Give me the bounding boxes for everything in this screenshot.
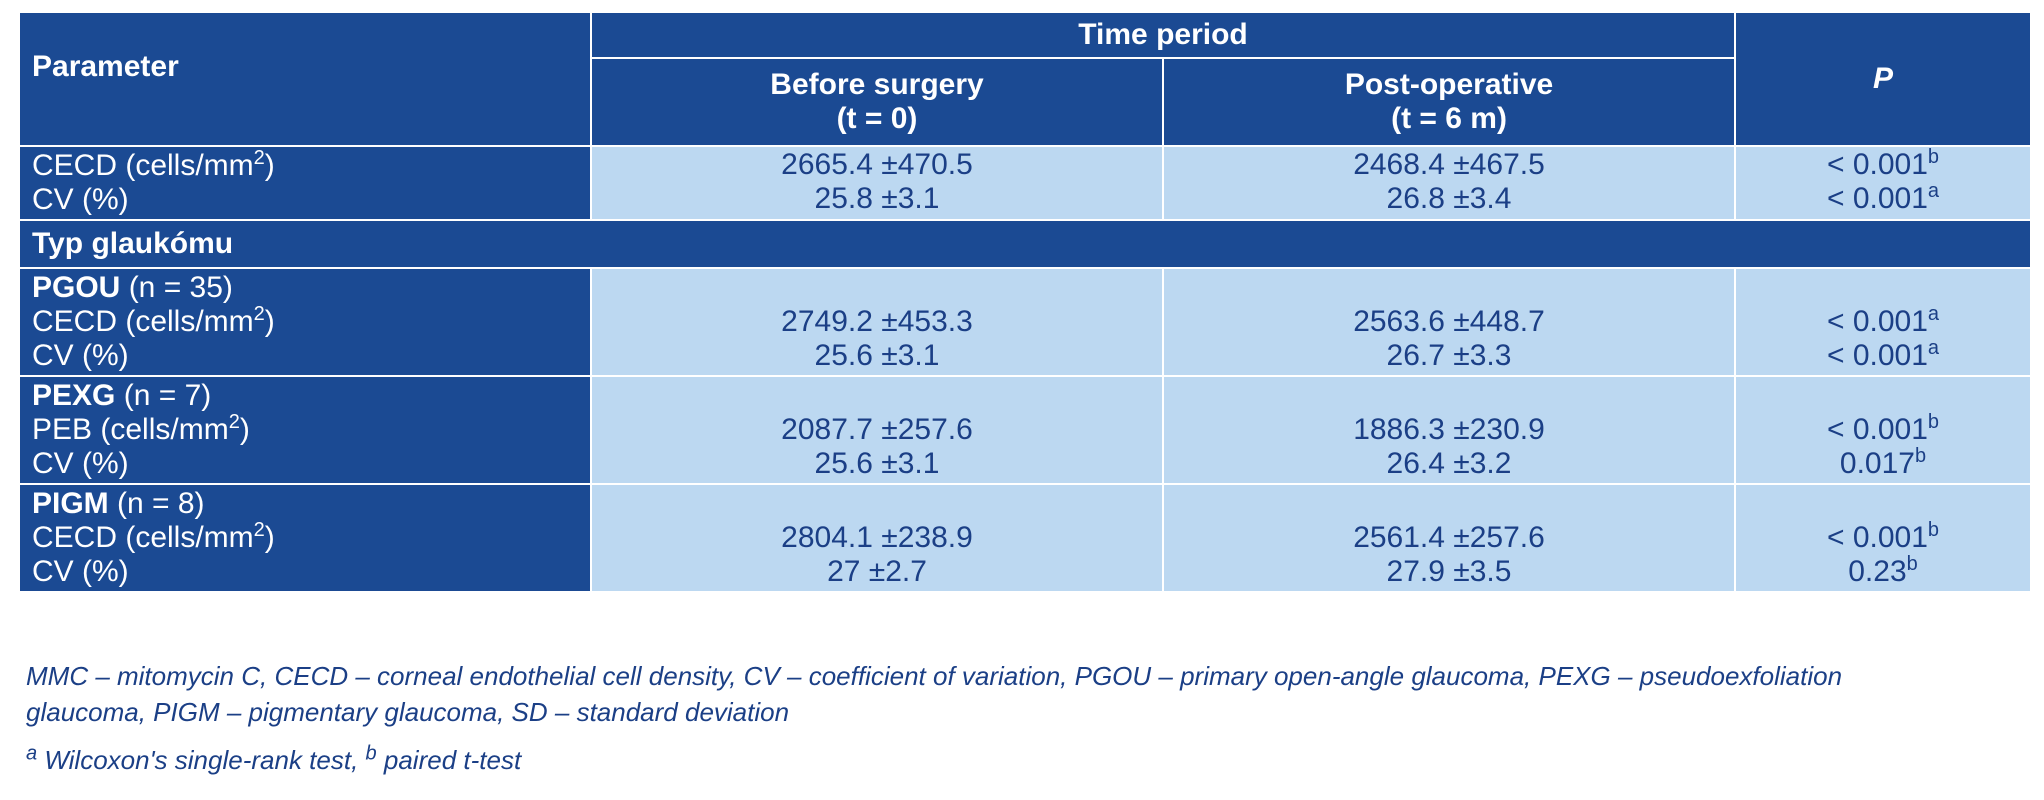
footnote-b-text: paired t-test xyxy=(376,745,522,775)
p-value-header: P xyxy=(1734,11,2033,147)
footnote: a Wilcoxon's single-rank test, b paired … xyxy=(26,742,2036,778)
before-surgery-time: (t = 0) xyxy=(836,102,918,135)
pgou-label-cell: PGOU (n = 35) CECD (cells/mm2) CV (%) xyxy=(18,267,592,377)
row-label: CECD (cells/mm2) xyxy=(32,519,275,554)
p-value: < 0.001b xyxy=(1826,519,1940,554)
section-title: Typ glaukómu xyxy=(17,219,2033,269)
group-name: PEXG (n = 7) xyxy=(32,379,212,412)
abbreviations-line-1: MMC – mitomycin C, CECD – corneal endoth… xyxy=(26,661,1843,691)
table-row-pexg: PEXG (n = 7) PEB (cells/mm2) CV (%) 2087… xyxy=(18,375,2033,485)
value: 1886.3 ±230.9 xyxy=(1353,413,1545,446)
footnote-a-text: Wilcoxon's single-rank test, xyxy=(37,745,366,775)
pigm-p-cell: < 0.001b 0.23b xyxy=(1734,483,2033,593)
pigm-label-cell: PIGM (n = 8) CECD (cells/mm2) CV (%) xyxy=(18,483,592,593)
value: 27 ±2.7 xyxy=(827,555,927,588)
row-label: PEB (cells/mm2) xyxy=(32,411,250,446)
p-value: 0.23b xyxy=(1848,553,1918,588)
before-surgery-title: Before surgery xyxy=(770,68,984,101)
time-period-header: Time period xyxy=(589,11,1737,59)
pexg-before-cell: 2087.7 ±257.6 25.6 ±3.1 xyxy=(590,375,1164,485)
p-value: < 0.001a xyxy=(1826,180,1940,215)
table-header: Parameter Time period P Before surgery (… xyxy=(18,11,2033,147)
post-operative-header: Post-operative (t = 6 m) xyxy=(1161,57,1737,147)
row-label: CECD (cells/mm2) xyxy=(32,303,275,338)
value: 26.4 ±3.2 xyxy=(1386,447,1512,480)
value: 2561.4 ±257.6 xyxy=(1353,521,1545,554)
value: 25.6 ±3.1 xyxy=(814,339,940,372)
p-value: 0.017b xyxy=(1839,445,1927,480)
overall-post-cell: 2468.4 ±467.5 26.8 ±3.4 xyxy=(1161,145,1737,221)
value: 2563.6 ±448.7 xyxy=(1353,305,1545,338)
results-table: Parameter Time period P Before surgery (… xyxy=(17,11,2033,593)
row-label: CV (%) xyxy=(32,555,129,588)
abbreviations-line-2: glaucoma, PIGM – pigmentary glaucoma, SD… xyxy=(26,697,790,727)
section-row: Typ glaukómu xyxy=(17,219,2033,269)
value: 2749.2 ±453.3 xyxy=(781,305,973,338)
before-surgery-header: Before surgery (t = 0) xyxy=(590,57,1164,147)
row-label: CECD (cells/mm2) xyxy=(32,147,275,182)
p-value: < 0.001a xyxy=(1826,337,1940,372)
value: 27.9 ±3.5 xyxy=(1386,555,1512,588)
parameter-header: Parameter xyxy=(18,11,592,147)
table-notes: MMC – mitomycin C, CECD – corneal endoth… xyxy=(26,658,2036,778)
footnote-b-marker: b xyxy=(365,742,377,765)
value: 2665.4 ±470.5 xyxy=(781,148,973,181)
group-name: PIGM (n = 8) xyxy=(32,487,205,520)
value: 26.7 ±3.3 xyxy=(1386,339,1512,372)
results-table-container: Parameter Time period P Before surgery (… xyxy=(17,11,2033,593)
p-value: < 0.001b xyxy=(1826,146,1940,181)
row-label: CV (%) xyxy=(32,447,129,480)
value: 2087.7 ±257.6 xyxy=(781,413,973,446)
p-value: < 0.001a xyxy=(1826,303,1940,338)
value: 25.8 ±3.1 xyxy=(814,182,940,215)
value: 25.6 ±3.1 xyxy=(814,447,940,480)
pgou-post-cell: 2563.6 ±448.7 26.7 ±3.3 xyxy=(1161,267,1737,377)
pigm-post-cell: 2561.4 ±257.6 27.9 ±3.5 xyxy=(1161,483,1737,593)
table-row-overall: CECD (cells/mm2) CV (%) 2665.4 ±470.5 25… xyxy=(18,145,2033,221)
overall-label-cell: CECD (cells/mm2) CV (%) xyxy=(18,145,592,221)
pexg-label-cell: PEXG (n = 7) PEB (cells/mm2) CV (%) xyxy=(18,375,592,485)
overall-before-cell: 2665.4 ±470.5 25.8 ±3.1 xyxy=(590,145,1164,221)
value: 26.8 ±3.4 xyxy=(1386,182,1512,215)
pexg-post-cell: 1886.3 ±230.9 26.4 ±3.2 xyxy=(1161,375,1737,485)
value: 2468.4 ±467.5 xyxy=(1353,148,1545,181)
pgou-before-cell: 2749.2 ±453.3 25.6 ±3.1 xyxy=(590,267,1164,377)
pexg-p-cell: < 0.001b 0.017b xyxy=(1734,375,2033,485)
pigm-before-cell: 2804.1 ±238.9 27 ±2.7 xyxy=(590,483,1164,593)
table-row-pgou: PGOU (n = 35) CECD (cells/mm2) CV (%) 27… xyxy=(18,267,2033,377)
value: 2804.1 ±238.9 xyxy=(781,521,973,554)
footnote-a-marker: a xyxy=(26,742,38,765)
overall-p-cell: < 0.001b < 0.001a xyxy=(1734,145,2033,221)
row-label: CV (%) xyxy=(32,183,129,216)
pgou-p-cell: < 0.001a < 0.001a xyxy=(1734,267,2033,377)
post-operative-time: (t = 6 m) xyxy=(1391,102,1507,135)
p-value: < 0.001b xyxy=(1826,411,1940,446)
row-label: CV (%) xyxy=(32,339,129,372)
table-row-pigm: PIGM (n = 8) CECD (cells/mm2) CV (%) 280… xyxy=(18,483,2033,593)
post-operative-title: Post-operative xyxy=(1344,68,1554,101)
group-name: PGOU (n = 35) xyxy=(32,271,233,304)
